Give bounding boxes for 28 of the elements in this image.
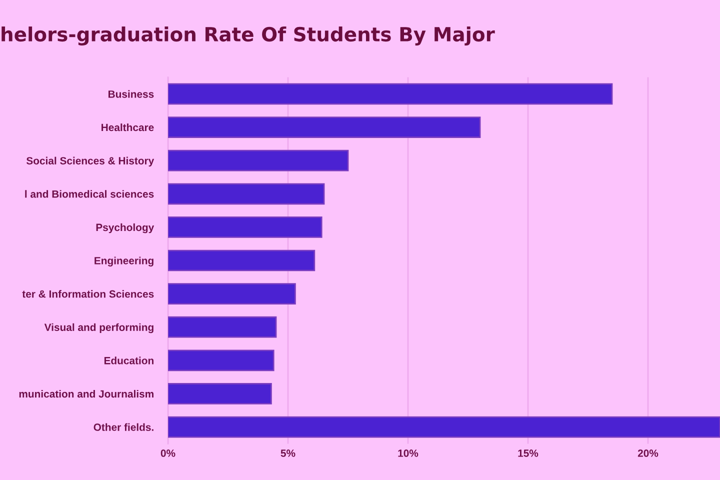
y-tick-label: ter & Information Sciences: [22, 290, 154, 298]
bar: [168, 350, 274, 372]
x-tick-label: 20%: [638, 450, 658, 457]
y-tick-label: Psychology: [96, 223, 154, 234]
y-tick-label: Healthcare: [102, 123, 154, 132]
bar: [168, 416, 720, 438]
bar: [168, 116, 481, 138]
x-tick-label: 0%: [160, 450, 176, 457]
bar: [168, 316, 277, 338]
chart-title: helors-graduation Rate Of Students By Major: [2, 26, 495, 46]
x-tick-label: 5%: [280, 450, 296, 457]
y-tick-label: Visual and performing: [44, 323, 154, 334]
bar: [168, 216, 322, 238]
bar: [168, 283, 296, 304]
bar: [168, 250, 316, 272]
bar: [168, 83, 613, 105]
y-tick-label: Business: [108, 90, 154, 98]
x-tick-label: 15%: [518, 450, 538, 457]
y-tick-label: l and Biomedical sciences: [25, 190, 154, 198]
y-tick-label: Other fields.: [94, 423, 154, 431]
bar: [168, 150, 349, 172]
y-tick-label: Social Sciences & History: [26, 156, 154, 167]
y-tick-label: Education: [104, 356, 154, 364]
y-tick-label: munication and Journalism: [19, 390, 154, 398]
x-tick-label: 10%: [398, 450, 418, 457]
y-tick-label: Engineering: [94, 256, 154, 266]
bar: [168, 183, 325, 205]
bar: [168, 383, 272, 404]
